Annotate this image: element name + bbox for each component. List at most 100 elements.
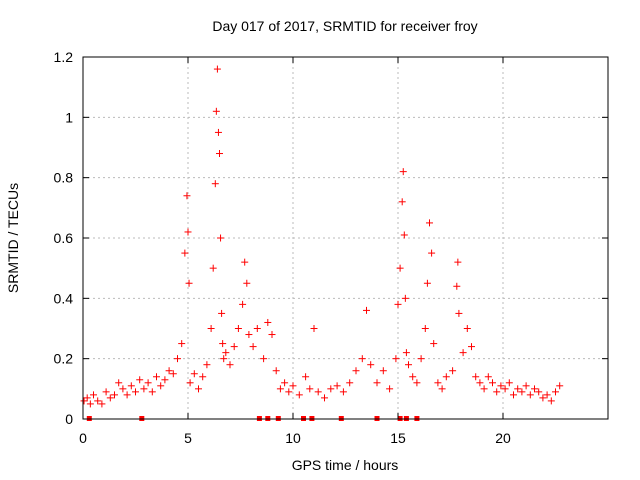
data-point — [352, 367, 360, 375]
data-point — [217, 234, 225, 242]
data-point — [295, 391, 303, 399]
data-point — [98, 400, 106, 408]
data-point — [396, 264, 404, 272]
data-point — [302, 373, 310, 381]
data-point — [226, 361, 234, 369]
data-point — [413, 379, 421, 387]
data-point — [203, 361, 211, 369]
data-point — [102, 388, 110, 396]
data-point — [181, 249, 189, 257]
data-point — [185, 279, 193, 287]
data-point — [333, 382, 341, 390]
data-point — [213, 65, 221, 73]
data-points — [80, 65, 564, 408]
data-point — [80, 397, 88, 405]
data-point — [86, 400, 94, 408]
data-point — [186, 379, 194, 387]
y-tick-label: 0 — [65, 411, 73, 427]
data-point — [314, 388, 322, 396]
data-point — [106, 394, 114, 402]
data-point — [402, 349, 410, 357]
data-point — [144, 379, 152, 387]
data-point — [394, 300, 402, 308]
data-point — [268, 331, 276, 339]
data-point — [190, 370, 198, 378]
data-point — [216, 150, 223, 158]
data-point — [346, 379, 354, 387]
data-point — [243, 279, 251, 287]
data-point — [405, 361, 412, 369]
data-point — [531, 385, 538, 393]
data-point — [455, 309, 463, 317]
x-tick-label: 20 — [495, 430, 511, 446]
x-axis-label: GPS time / hours — [292, 457, 399, 473]
data-point — [165, 367, 173, 375]
data-point — [386, 385, 394, 393]
data-point — [526, 391, 534, 399]
data-point — [518, 388, 526, 396]
data-point — [468, 343, 475, 351]
data-point — [209, 264, 217, 272]
data-point — [428, 249, 436, 257]
data-point — [399, 168, 407, 176]
data-point — [241, 258, 249, 266]
chart-title: Day 017 of 2017, SRMTID for receiver fro… — [212, 18, 477, 34]
data-point — [249, 343, 257, 351]
data-point — [136, 376, 144, 384]
data-point — [417, 355, 425, 363]
data-point — [178, 340, 186, 348]
x-tick-label: 10 — [285, 430, 301, 446]
data-point — [90, 391, 97, 399]
data-point — [169, 370, 177, 378]
data-point — [264, 318, 272, 326]
gridlines — [83, 57, 608, 419]
data-point — [132, 388, 139, 396]
data-point — [480, 385, 488, 393]
data-point — [199, 373, 207, 381]
data-point — [367, 361, 375, 369]
data-point — [373, 379, 381, 387]
data-point — [453, 282, 461, 290]
x-axis-ticks: 0 5 10 15 20 — [79, 57, 511, 446]
y-tick-label: 0.2 — [54, 351, 74, 367]
data-point — [253, 325, 261, 332]
data-point — [472, 373, 480, 381]
data-point — [423, 279, 431, 287]
data-point — [379, 367, 387, 375]
y-tick-label: 0.6 — [54, 230, 74, 246]
x-tick-label: 15 — [390, 430, 406, 446]
x-tick-label: 5 — [184, 430, 192, 446]
y-tick-label: 1 — [65, 109, 73, 125]
data-point — [489, 379, 496, 387]
data-point — [438, 385, 446, 393]
data-point — [211, 180, 219, 188]
data-point — [426, 219, 433, 227]
data-point — [239, 300, 247, 308]
data-point — [327, 385, 335, 393]
data-point — [493, 388, 501, 396]
data-point — [358, 355, 366, 363]
data-point — [463, 325, 471, 332]
data-point — [339, 388, 347, 396]
data-point — [230, 343, 238, 351]
data-point — [510, 391, 517, 399]
data-point — [449, 367, 457, 375]
data-point — [409, 373, 417, 381]
data-point — [539, 394, 547, 402]
data-point — [285, 388, 293, 396]
data-point — [400, 231, 408, 239]
data-point — [522, 382, 530, 390]
data-point — [153, 373, 160, 381]
y-tick-label: 0.4 — [54, 290, 74, 306]
data-point — [94, 397, 102, 405]
data-point — [234, 325, 242, 332]
data-point — [195, 385, 202, 393]
data-point — [434, 379, 442, 387]
data-point — [161, 376, 169, 384]
data-point — [535, 388, 543, 396]
data-point — [421, 325, 429, 332]
y-tick-label: 1.2 — [54, 49, 74, 65]
data-point — [214, 128, 222, 136]
data-point — [281, 379, 289, 387]
